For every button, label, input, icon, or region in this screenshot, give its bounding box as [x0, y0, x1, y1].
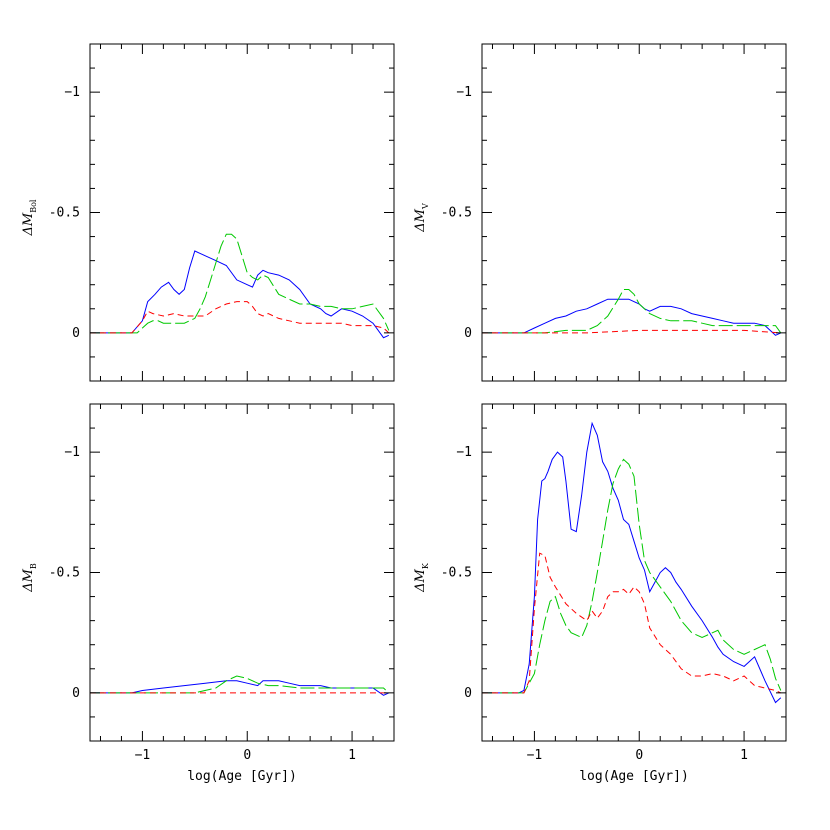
panel-2: −1 -0.5 0 ΔMV [413, 43, 787, 382]
series-line-2 [90, 233, 390, 334]
series-line-1 [482, 421, 782, 704]
y-axis-label-subscript: V [421, 203, 430, 210]
y-axis-label: ΔMBol [21, 199, 38, 236]
plot-frame [89, 43, 395, 382]
x-tick-label: −1 [135, 748, 151, 763]
series-line-1 [482, 298, 782, 336]
y-axis-label: ΔMV [413, 203, 430, 233]
series-line-1 [90, 250, 390, 339]
series-line-2 [90, 675, 390, 694]
series-line-3 [90, 301, 390, 334]
x-tick-label: 0 [635, 748, 643, 763]
x-axis-label-right: log(Age [Gyr]) [579, 769, 689, 784]
y-axis-label-main: ΔM [413, 208, 428, 232]
series-line-1 [90, 680, 390, 696]
y-axis-label: ΔMB [21, 563, 38, 593]
y-tick-label: -0.5 [441, 566, 472, 581]
series-line-3 [482, 329, 781, 334]
y-tick-label: -0.5 [49, 566, 80, 581]
panel-1: −1 -0.5 0 ΔMBol [21, 43, 395, 382]
y-axis-label-main: ΔM [21, 212, 36, 236]
panel-4: −1 -0.5 0 −1 0 1 ΔMK [413, 403, 787, 763]
y-tick-label: −1 [64, 445, 80, 460]
y-tick-label: 0 [464, 326, 472, 341]
y-axis-label-subscript: K [421, 562, 430, 569]
y-axis-label: ΔMK [413, 562, 430, 593]
y-tick-label: -0.5 [441, 206, 472, 221]
y-axis-label-main: ΔM [21, 568, 36, 592]
series-line-3 [482, 552, 782, 694]
x-tick-label: −1 [527, 748, 543, 763]
y-tick-label: −1 [456, 85, 472, 100]
x-tick-label: 1 [348, 748, 356, 763]
panel-3: −1 -0.5 0 −1 0 1 ΔMB [21, 403, 395, 763]
series-line-2 [482, 458, 782, 694]
y-tick-label: 0 [464, 686, 472, 701]
y-tick-label: -0.5 [49, 206, 80, 221]
plot-frame [481, 403, 787, 742]
y-tick-label: 0 [72, 686, 80, 701]
series-line-2 [482, 289, 782, 334]
y-tick-label: −1 [456, 445, 472, 460]
y-tick-label: −1 [64, 85, 80, 100]
y-tick-label: 0 [72, 326, 80, 341]
x-axis-label-left: log(Age [Gyr]) [187, 769, 297, 784]
y-axis-label-main: ΔM [413, 568, 428, 592]
y-axis-label-subscript: B [29, 563, 38, 569]
x-tick-label: 0 [243, 748, 251, 763]
y-axis-label-subscript: Bol [29, 199, 38, 213]
x-tick-label: 1 [740, 748, 748, 763]
plot-frame [89, 403, 395, 742]
